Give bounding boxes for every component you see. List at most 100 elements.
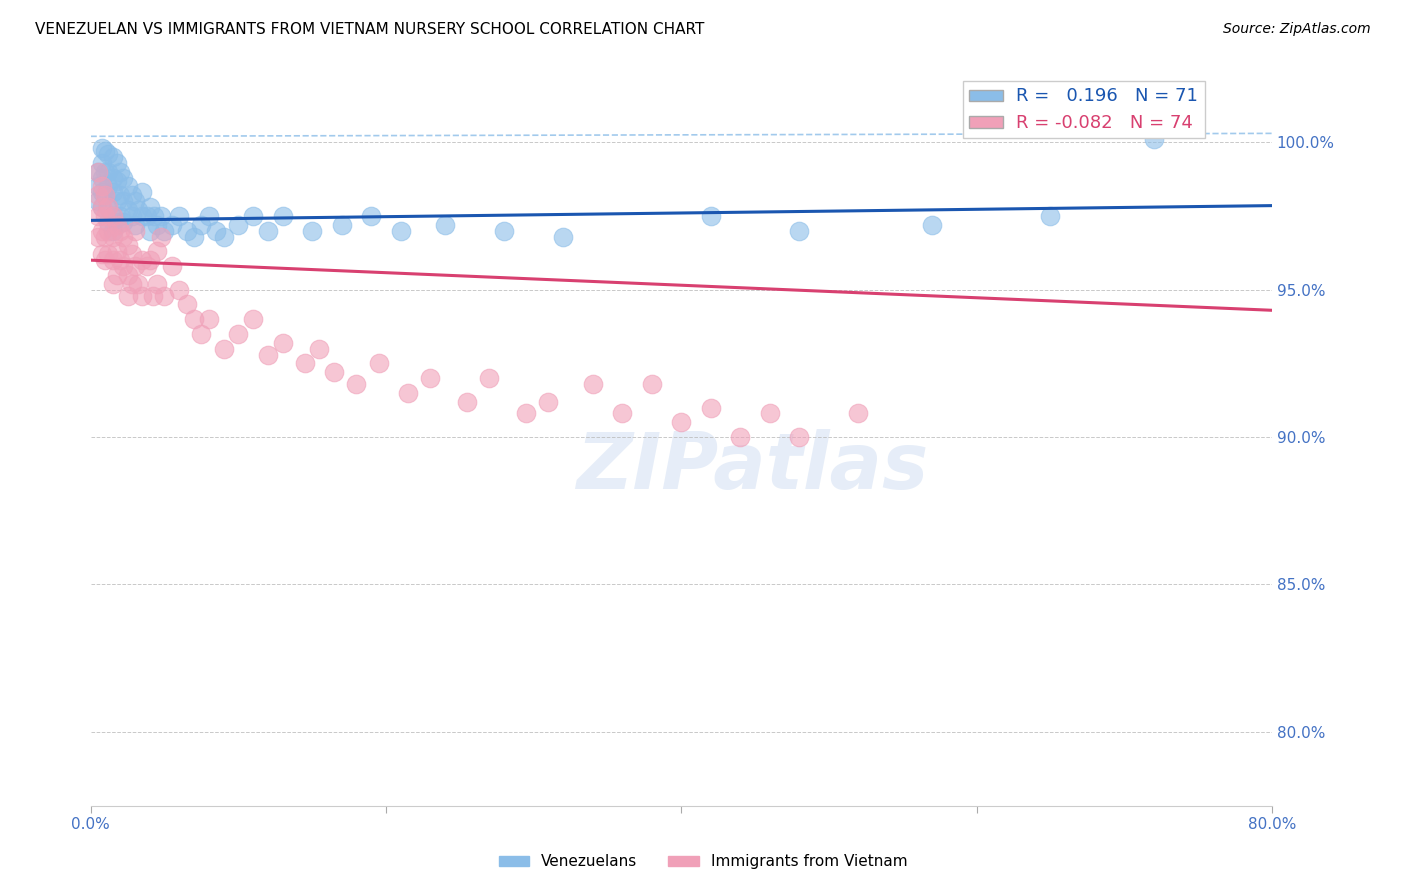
Point: [167, 209, 190, 223]
Point: [146, 218, 169, 232]
Point: [135, 209, 157, 223]
Point: [138, 200, 160, 214]
Point: [91, 200, 114, 214]
Point: [160, 218, 183, 232]
Point: [108, 188, 131, 202]
Point: [112, 259, 135, 273]
Point: [94, 229, 117, 244]
Point: [105, 244, 128, 259]
Point: [138, 224, 160, 238]
Point: [121, 277, 143, 291]
Point: [97, 165, 120, 179]
Point: [117, 288, 139, 302]
Point: [515, 407, 537, 421]
Point: [94, 144, 117, 158]
Point: [87, 229, 110, 244]
Point: [197, 209, 219, 223]
Point: [153, 224, 176, 238]
Point: [97, 179, 120, 194]
Point: [700, 401, 723, 415]
Point: [105, 173, 128, 187]
Point: [97, 200, 120, 214]
Point: [146, 277, 169, 291]
Point: [146, 244, 169, 259]
Point: [138, 253, 160, 268]
Point: [190, 218, 212, 232]
Point: [323, 365, 346, 379]
Point: [150, 209, 173, 223]
Point: [294, 356, 316, 370]
Point: [94, 188, 117, 202]
Point: [117, 179, 139, 194]
Point: [434, 218, 457, 232]
Point: [97, 247, 120, 261]
Point: [91, 224, 114, 238]
Point: [730, 430, 752, 444]
Point: [396, 385, 419, 400]
Point: [91, 179, 114, 194]
Point: [308, 342, 330, 356]
Point: [124, 194, 146, 209]
Point: [131, 253, 153, 268]
Point: [87, 165, 110, 179]
Point: [190, 326, 212, 341]
Point: [108, 165, 131, 179]
Point: [117, 268, 139, 282]
Point: [226, 326, 249, 341]
Point: [150, 229, 173, 244]
Point: [582, 376, 605, 391]
Point: [176, 224, 198, 238]
Point: [91, 186, 114, 200]
Point: [271, 335, 294, 350]
Point: [176, 297, 198, 311]
Point: [537, 394, 560, 409]
Point: [94, 188, 117, 202]
Point: [212, 342, 235, 356]
Point: [612, 407, 634, 421]
Point: [121, 188, 143, 202]
Point: [131, 209, 153, 223]
Point: [87, 165, 110, 179]
Point: [256, 224, 278, 238]
Point: [456, 394, 478, 409]
Point: [135, 259, 157, 273]
Point: [101, 209, 124, 223]
Point: [131, 288, 153, 302]
Point: [478, 371, 501, 385]
Text: Source: ZipAtlas.com: Source: ZipAtlas.com: [1223, 22, 1371, 37]
Point: [105, 156, 128, 170]
Point: [91, 156, 114, 170]
Point: [105, 268, 128, 282]
Point: [127, 277, 149, 291]
Point: [124, 218, 146, 232]
Text: VENEZUELAN VS IMMIGRANTS FROM VIETNAM NURSERY SCHOOL CORRELATION CHART: VENEZUELAN VS IMMIGRANTS FROM VIETNAM NU…: [35, 22, 704, 37]
Point: [301, 224, 323, 238]
Point: [671, 415, 693, 429]
Point: [101, 253, 124, 268]
Point: [91, 170, 114, 185]
Point: [94, 165, 117, 179]
Point: [91, 200, 114, 214]
Point: [183, 229, 205, 244]
Point: [97, 200, 120, 214]
Point: [226, 218, 249, 232]
Point: [205, 224, 228, 238]
Point: [242, 312, 264, 326]
Point: [108, 253, 131, 268]
Point: [97, 147, 120, 161]
Point: [127, 202, 149, 217]
Point: [112, 194, 135, 209]
Point: [360, 209, 382, 223]
Point: [367, 356, 389, 370]
Point: [101, 229, 124, 244]
Point: [212, 229, 235, 244]
Point: [419, 371, 441, 385]
Point: [105, 194, 128, 209]
Point: [330, 218, 353, 232]
Point: [87, 209, 110, 223]
Point: [112, 215, 135, 229]
Point: [759, 407, 782, 421]
Point: [142, 288, 165, 302]
Point: [94, 209, 117, 223]
Point: [124, 224, 146, 238]
